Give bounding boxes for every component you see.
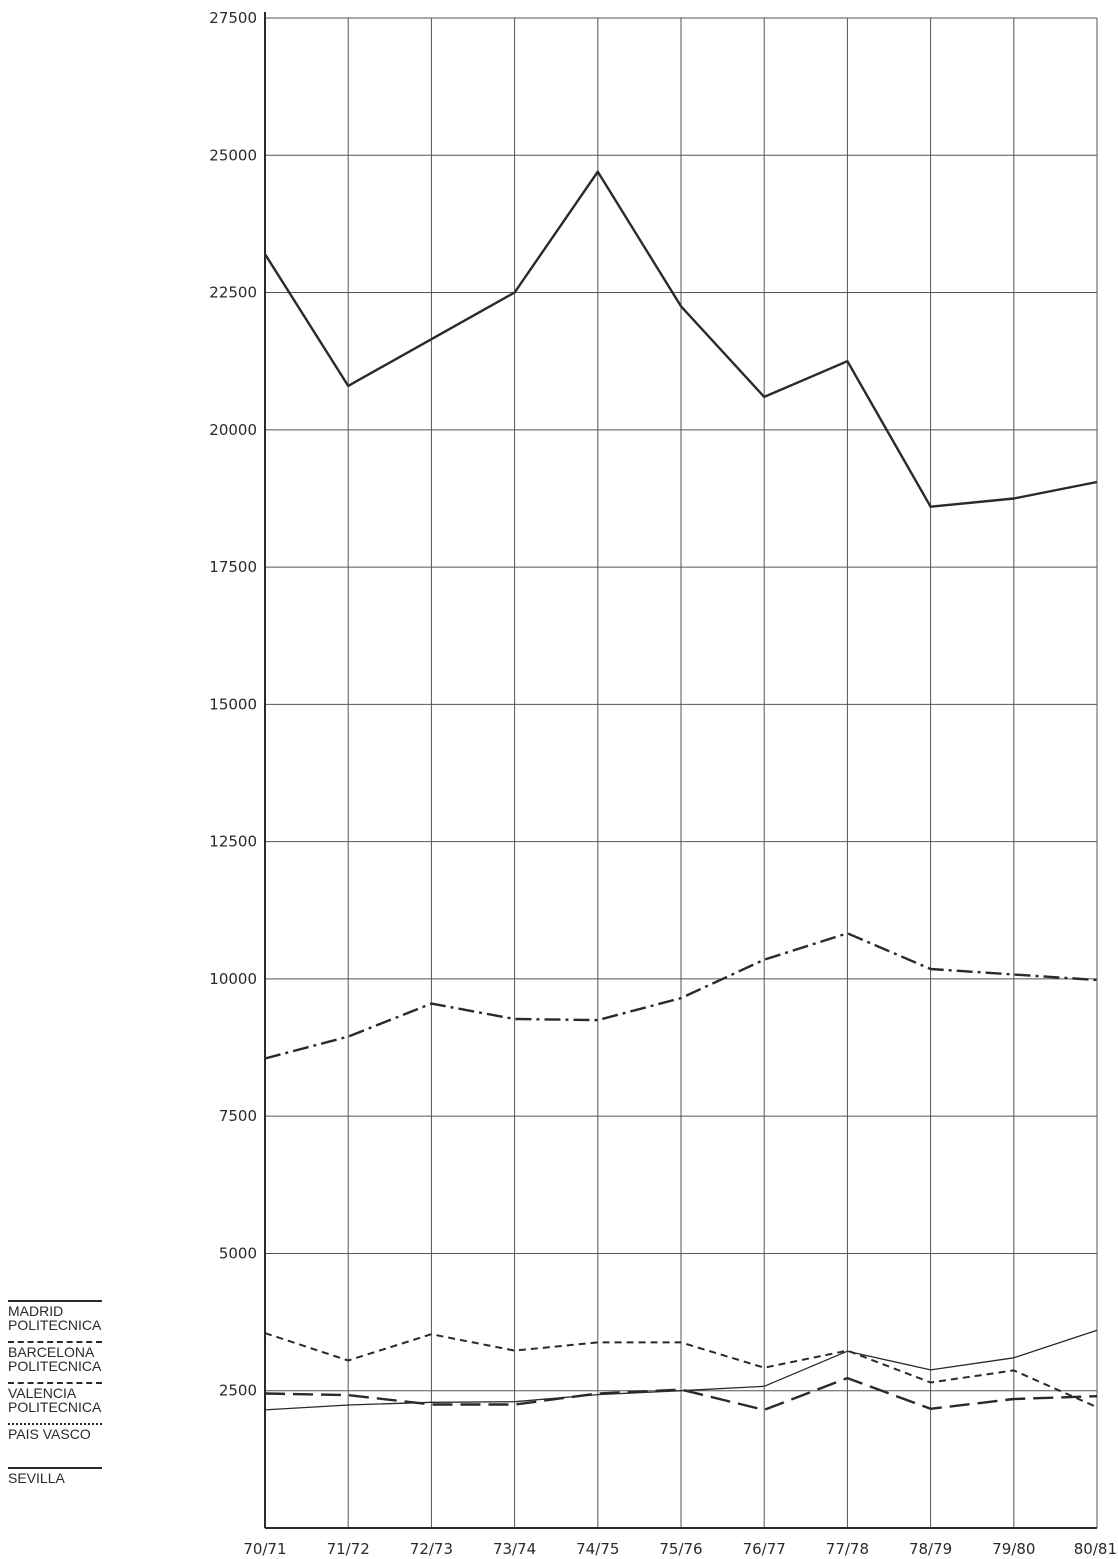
y-tick-label: 7500 <box>219 1107 257 1125</box>
y-tick-label: 12500 <box>209 833 257 851</box>
legend-item-valencia: VALENCIA POLITECNICA <box>8 1382 128 1414</box>
series-line-valencia-politecnica <box>264 1376 1098 1412</box>
legend-swatch-pais-vasco <box>8 1423 102 1425</box>
legend-label-barcelona: BARCELONA POLITECNICA <box>8 1344 102 1374</box>
legend-item-madrid: MADRID POLITECNICA <box>8 1300 128 1332</box>
legend-label-pais-vasco: PAIS VASCO <box>8 1426 91 1442</box>
legend: MADRID POLITECNICA BARCELONA POLITECNICA… <box>8 1300 128 1494</box>
legend-swatch-madrid <box>8 1300 102 1302</box>
y-tick-label: 25000 <box>209 146 257 164</box>
x-tick-label: 80/81 <box>1074 1540 1117 1558</box>
legend-label-madrid: MADRID POLITECNICA <box>8 1303 102 1333</box>
y-axis-ticks: 2500 5000 7500 10000 12500 15000 17500 20000 225… <box>209 9 257 1400</box>
y-tick-label: 15000 <box>209 695 257 713</box>
legend-label-sevilla: SEVILLA <box>8 1470 65 1486</box>
x-tick-label: 72/73 <box>410 1540 453 1558</box>
legend-swatch-sevilla <box>8 1467 102 1469</box>
y-tick-label: 5000 <box>219 1244 257 1262</box>
grid-lines <box>264 12 1098 1529</box>
legend-swatch-barcelona <box>8 1341 102 1343</box>
legend-swatch-valencia <box>8 1382 102 1384</box>
series-line-madrid-politecnica <box>263 170 1098 508</box>
series-line-sevilla <box>264 1329 1098 1411</box>
y-tick-label: 22500 <box>209 284 257 302</box>
x-axis-ticks: 70/71 71/72 72/73 73/74 74/75 75/76 76/77 77/78… <box>243 1540 1117 1558</box>
legend-label-valencia: VALENCIA POLITECNICA <box>8 1385 102 1415</box>
y-tick-label: 17500 <box>209 558 257 576</box>
series-lines <box>263 170 1098 1412</box>
y-tick-label: 10000 <box>209 970 257 988</box>
y-tick-label: 20000 <box>209 421 257 439</box>
x-tick-label: 79/80 <box>992 1540 1035 1558</box>
legend-item-barcelona: BARCELONA POLITECNICA <box>8 1341 128 1373</box>
legend-item-pais-vasco: PAIS VASCO <box>8 1423 128 1441</box>
y-tick-label: 2500 <box>219 1382 257 1400</box>
x-tick-label: 75/76 <box>659 1540 702 1558</box>
series-line-barcelona-politecnica <box>264 932 1098 1060</box>
y-tick-label: 27500 <box>209 9 257 27</box>
x-tick-label: 73/74 <box>493 1540 536 1558</box>
x-tick-label: 77/78 <box>826 1540 869 1558</box>
x-tick-label: 78/79 <box>909 1540 952 1558</box>
x-tick-label: 76/77 <box>743 1540 786 1558</box>
x-tick-label: 70/71 <box>243 1540 286 1558</box>
legend-item-sevilla: SEVILLA <box>8 1467 128 1485</box>
series-line-pais-vasco <box>264 1332 1098 1409</box>
x-tick-label: 71/72 <box>327 1540 370 1558</box>
x-tick-label: 74/75 <box>576 1540 619 1558</box>
